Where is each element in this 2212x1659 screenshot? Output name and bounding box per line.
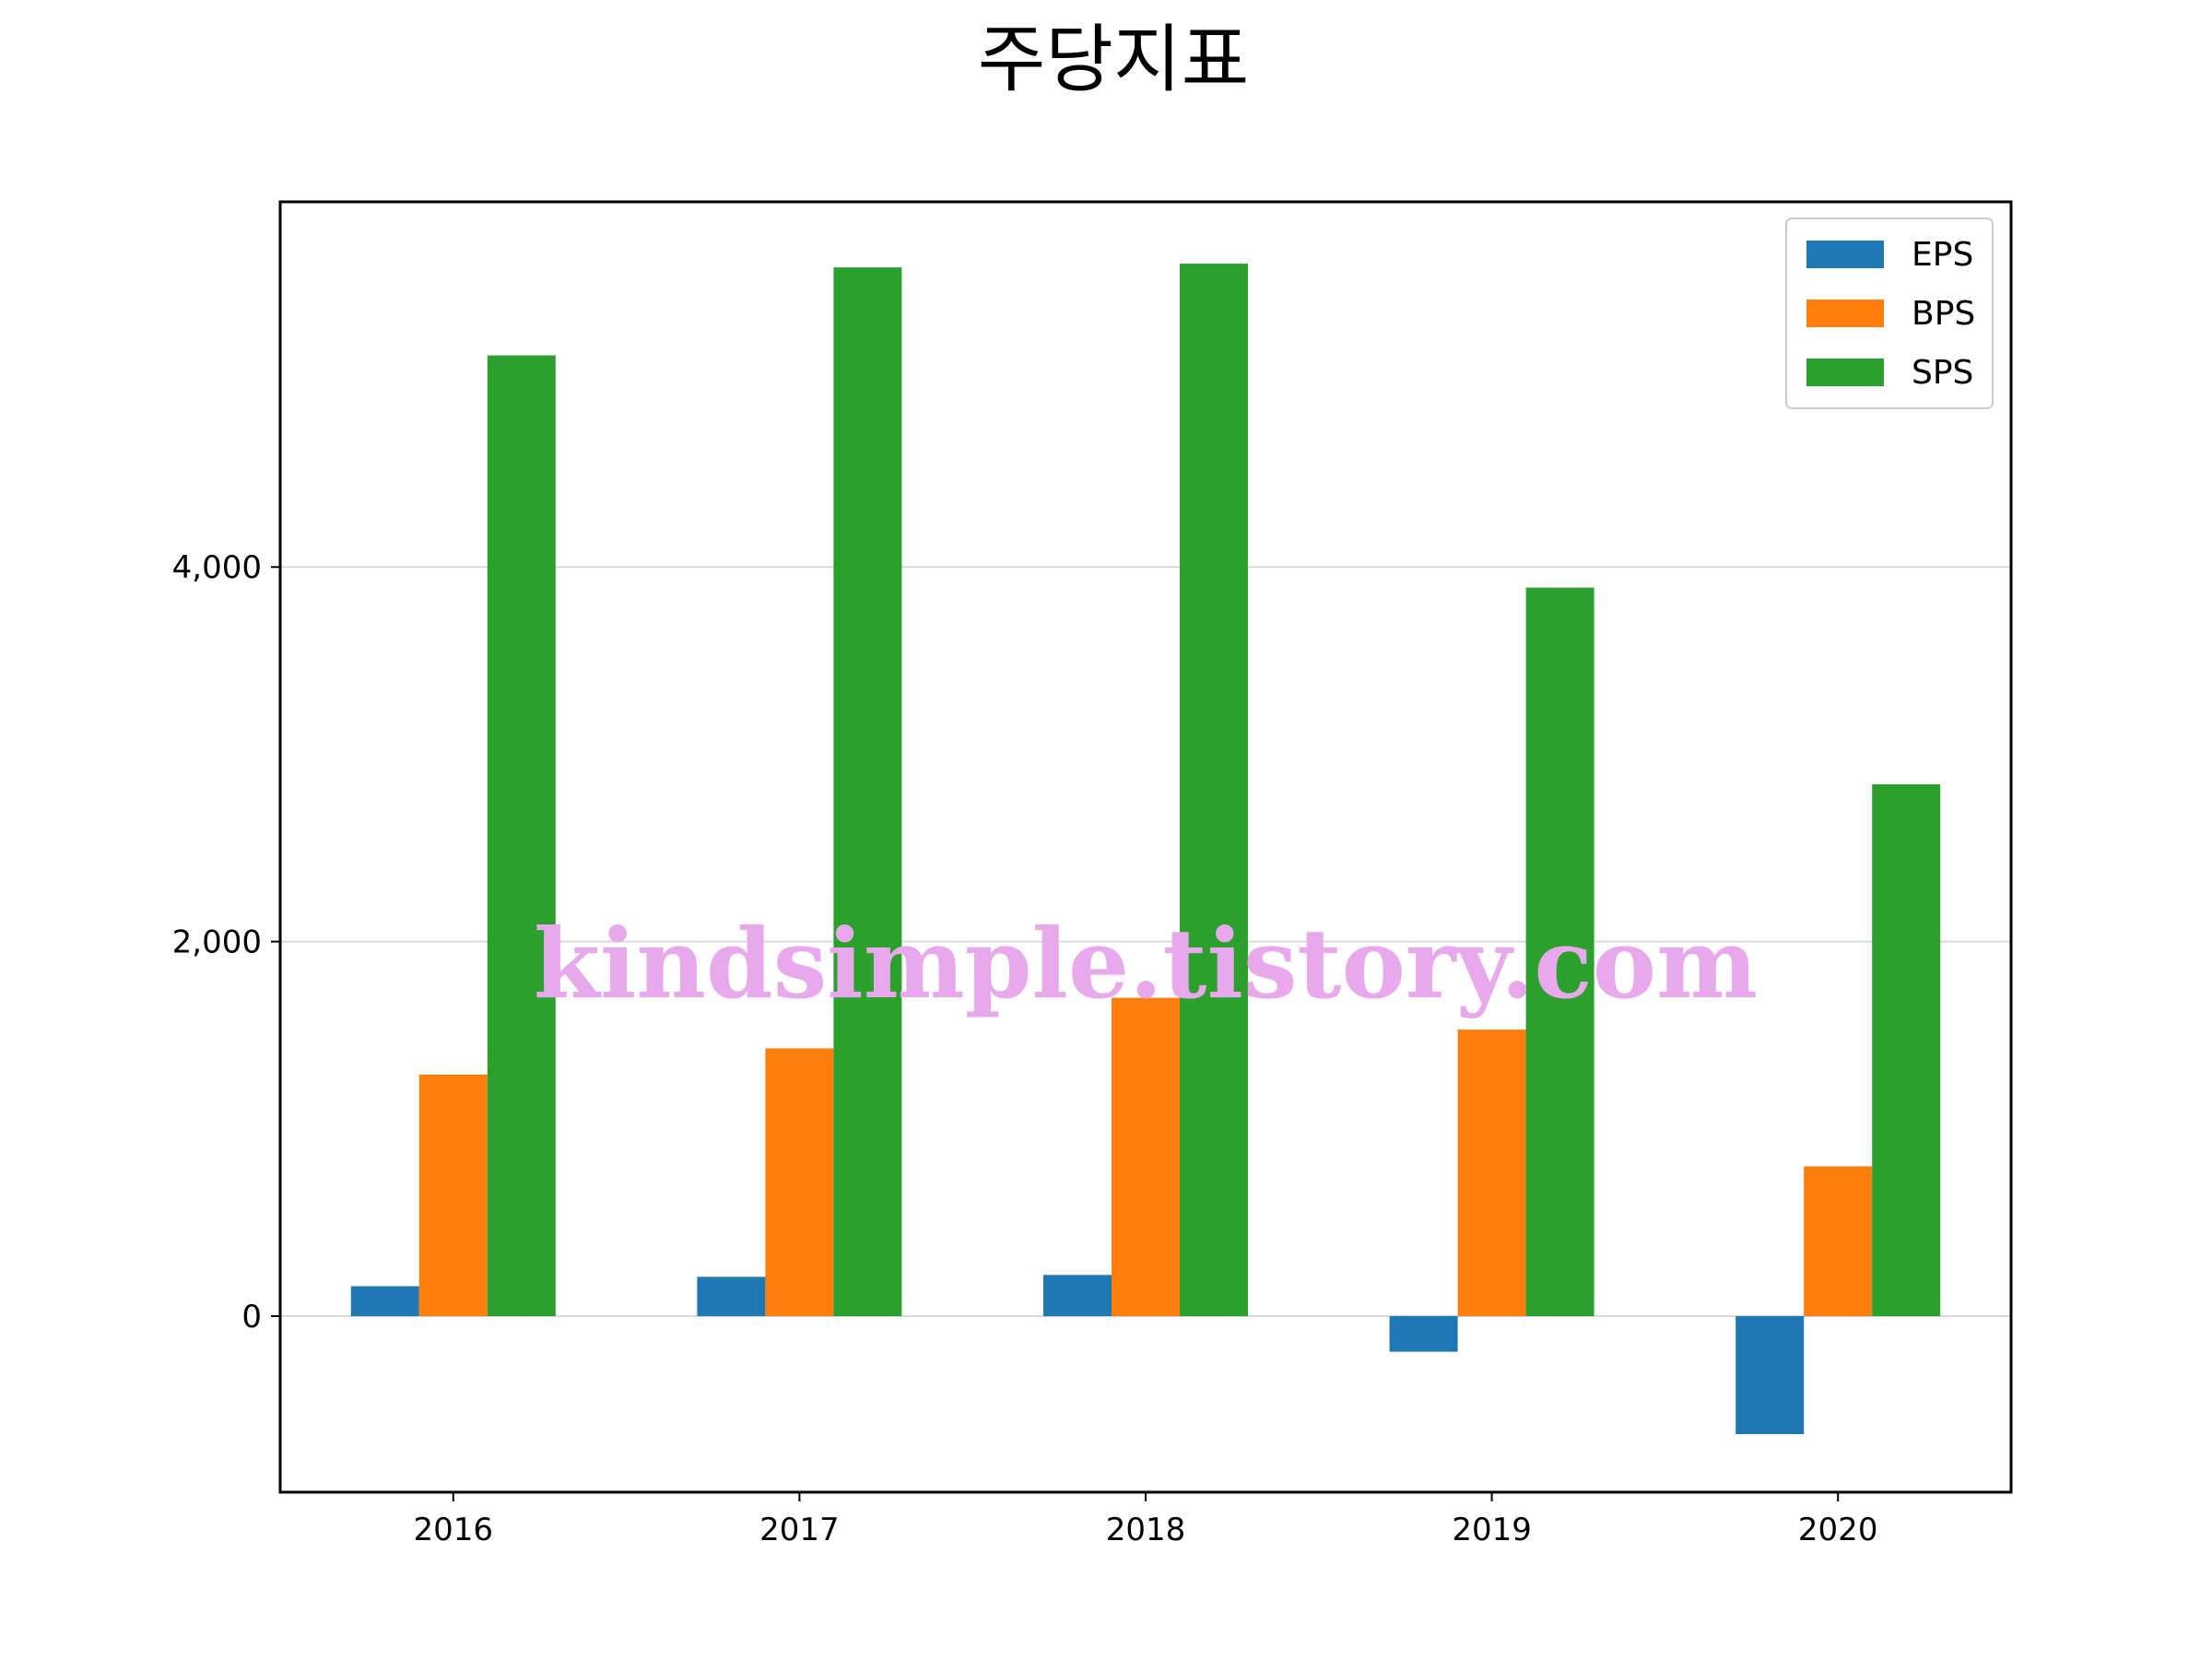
legend-swatch-eps <box>1806 241 1884 268</box>
bar-bps-2018 <box>1112 997 1180 1316</box>
y-tick-label: 2,000 <box>172 924 262 961</box>
bar-sps-2018 <box>1180 264 1248 1316</box>
x-tick-label: 2016 <box>414 1512 494 1548</box>
bar-eps-2020 <box>1735 1315 1805 1435</box>
watermark-text: kindsimple.tistory.com <box>534 907 1758 1020</box>
x-tick-label: 2018 <box>1106 1512 1186 1548</box>
bar-sps-2019 <box>1525 587 1594 1316</box>
x-tick-label: 2019 <box>1452 1512 1532 1548</box>
bar-eps-2019 <box>1389 1315 1458 1352</box>
bar-bps-2019 <box>1457 1030 1526 1316</box>
bar-eps-2016 <box>350 1286 419 1316</box>
legend-label-eps: EPS <box>1912 236 1973 274</box>
y-tick-label: 0 <box>241 1299 262 1335</box>
legend-swatch-bps <box>1806 300 1884 327</box>
y-tick-label: 4,000 <box>172 549 262 586</box>
chart-title: 주당지표 <box>978 17 1249 102</box>
legend-swatch-sps <box>1806 359 1884 386</box>
bars <box>350 264 1941 1435</box>
bar-sps-2017 <box>833 267 902 1316</box>
legend: EPS BPS SPS <box>1785 218 1994 409</box>
y-axis: 0 2,000 4,000 <box>172 549 280 1335</box>
bar-bps-2017 <box>765 1048 834 1316</box>
x-tick-label: 2020 <box>1798 1512 1878 1548</box>
bar-eps-2017 <box>697 1277 766 1316</box>
bar-bps-2016 <box>418 1074 488 1316</box>
bar-sps-2020 <box>1872 783 1941 1316</box>
legend-label-bps: BPS <box>1912 295 1975 333</box>
x-tick-label: 2017 <box>759 1512 840 1548</box>
bar-bps-2020 <box>1804 1166 1873 1316</box>
legend-label-sps: SPS <box>1912 354 1973 392</box>
bar-sps-2016 <box>487 355 556 1316</box>
x-axis: 2016 2017 2018 2019 2020 <box>414 1492 1878 1548</box>
bar-eps-2018 <box>1043 1275 1112 1316</box>
